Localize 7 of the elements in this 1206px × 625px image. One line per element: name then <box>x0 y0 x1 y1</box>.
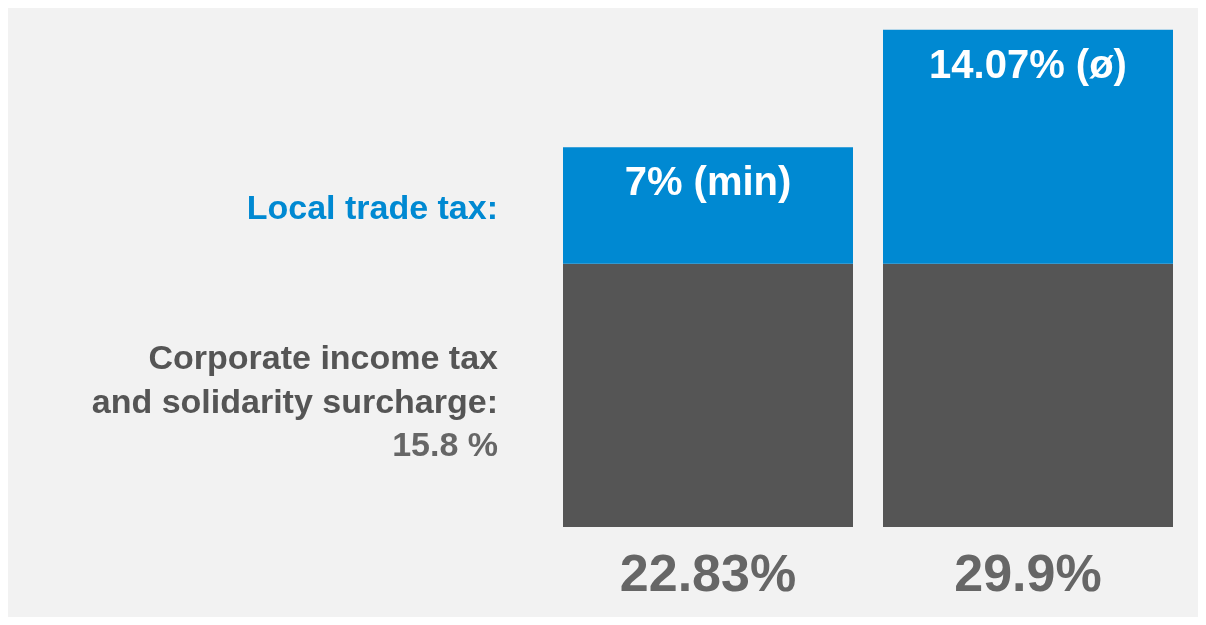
series-label: Local trade tax: <box>246 188 498 227</box>
total-label: 29.9% <box>954 544 1102 602</box>
series-label: Corporate income tax and solidarity surcharge: <box>91 338 499 421</box>
data-label: 7% (min) <box>624 159 792 204</box>
text: 15.8 % <box>392 425 498 464</box>
data-label: 14.07% (ø) <box>929 41 1127 86</box>
total-label: 22.83% <box>619 544 797 602</box>
